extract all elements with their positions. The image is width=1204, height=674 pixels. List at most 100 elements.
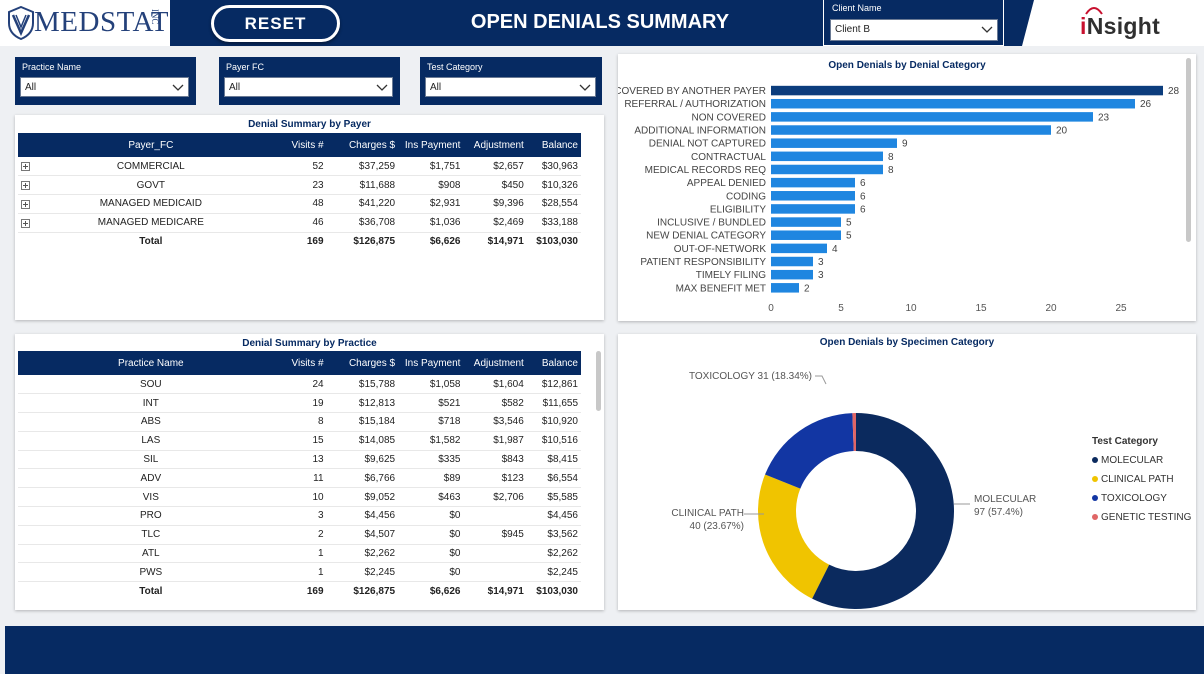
cell-value [463,544,527,564]
cell-value: $103,030 [536,585,578,597]
table-row: INT 19 $12,813 $521 $582 $11,655 [18,393,581,414]
data-label: 4 [832,244,838,255]
client-name-dropdown[interactable]: Client B [830,19,998,41]
cell-value: $30,963 [526,157,581,177]
table-header-row: Practice Name Visits # Charges $ Ins Paymen… [18,351,581,375]
cell-value: $3,562 [526,525,581,545]
table-row: ATL 1 $2,262 $0 $2,262 [18,544,581,564]
cell-value: $5,585 [526,487,581,508]
cell-value: $450 [463,175,527,196]
x-tick-label: 10 [905,303,917,314]
donut-slice-clinical-path [758,474,830,599]
row-label: VIS [18,487,284,508]
column-header[interactable]: Practice Name [18,351,284,375]
reset-button[interactable]: RESET [211,5,340,42]
practice-summary-title: Denial Summary by Practice [242,338,377,349]
data-label: 8 [888,152,894,163]
total-row: Total 169 $126,875 $6,626 $14,971 $103,030 [18,232,581,251]
practice-name-dropdown[interactable]: All [20,77,189,97]
chevron-down-icon [579,84,591,91]
slice-sublabel: 97 (57.4%) [974,507,1023,518]
table-scrollbar[interactable] [596,351,601,411]
column-header[interactable]: Visits # [283,133,327,157]
category-label: NEW DENIAL CATEGORY [646,231,766,242]
bar [771,283,799,293]
category-label: CODING [726,191,766,202]
cell-value: $718 [398,412,464,432]
table-row: PWS 1 $2,245 $0 $2,245 [18,562,581,583]
chart-scrollbar [1186,58,1191,242]
cell-value: 13 [283,450,327,470]
bar [771,204,855,214]
cell-value: $521 [398,393,464,414]
row-label-text: Total [139,236,163,248]
column-header[interactable]: Balance [526,133,581,157]
cell-value: $12,813 [326,393,399,414]
column-header[interactable]: Payer_FC [18,133,284,157]
column-header[interactable]: Ins Payment [398,133,464,157]
chevron-down-icon [172,84,184,91]
client-name-slicer: Client Name Client B [823,0,1004,46]
data-label: 6 [860,204,866,215]
payer-fc-slicer: Payer FC All [219,57,400,105]
column-header[interactable]: Charges $ [326,351,399,375]
shield-logo-icon [8,6,34,40]
cell-value: $582 [463,393,527,414]
medstat-logo: MEDSTAT INC [0,0,170,46]
data-label: 8 [888,165,894,176]
expand-plus-icon[interactable] [21,218,30,228]
test-category-slicer-label: Test Category [427,62,483,72]
category-label: MAX BENEFIT MET [676,283,766,294]
cell-value: $10,326 [526,175,581,196]
table-row: PRO 3 $4,456 $0 $4,456 [18,506,581,526]
column-header[interactable]: Adjustment [463,351,527,375]
cell-value: $123 [463,468,527,489]
table-row: ABS 8 $15,184 $718 $3,546 $10,920 [18,412,581,432]
cell-value: $2,469 [463,213,527,233]
client-name-label: Client Name [832,3,882,13]
data-label: 3 [818,257,824,268]
cell-value: $2,657 [463,157,527,177]
cell-value: $89 [398,468,464,489]
cell-value: 23 [283,175,327,196]
legend-item-clinical-path[interactable]: CLINICAL PATH [1092,470,1191,489]
legend-item-toxicology[interactable]: TOXICOLOGY [1092,489,1191,508]
cell-value: $15,788 [326,375,399,395]
cell-value: 24 [283,375,327,395]
payer-fc-value: All [229,82,241,93]
cell-value: $843 [463,450,527,470]
column-header[interactable]: Balance [526,351,581,375]
test-category-dropdown[interactable]: All [425,77,596,97]
leader-line [815,375,827,385]
cell-value: 11 [283,468,327,489]
row-label: TLC [18,525,284,545]
category-label: ADDITIONAL INFORMATION [634,126,766,137]
category-label: OUT-OF-NETWORK [674,244,767,255]
data-label: 3 [818,270,824,281]
cell-value: $37,259 [326,157,399,177]
category-label: TIMELY FILING [696,270,766,281]
legend-item-molecular[interactable]: MOLECULAR [1092,451,1191,470]
column-header[interactable]: Ins Payment [398,351,464,375]
bar [771,151,883,162]
row-label: INT [18,393,284,414]
row-label: MANAGED MEDICAID [18,194,284,214]
category-label: MEDICAL RECORDS REQ [645,165,767,176]
column-header[interactable]: Adjustment [463,133,527,157]
bar [771,230,841,240]
test-category-slicer: Test Category All [420,57,602,105]
cell-value: $2,931 [398,194,464,214]
table-row: GOVT 23 $11,688 $908 $450 $10,326 [18,175,581,196]
column-header[interactable]: Visits # [283,351,327,375]
bar [771,138,897,148]
legend-item-genetic-testing[interactable]: GENETIC TESTING [1092,508,1191,527]
practice-summary-card: Denial Summary by Practice Practice Name… [15,334,604,610]
expand-plus-icon[interactable] [21,162,30,171]
insight-logo: iNsight [1022,0,1204,46]
payer-fc-dropdown[interactable]: All [224,77,393,97]
column-header[interactable]: Charges $ [326,133,399,157]
payer-fc-slicer-label: Payer FC [226,62,265,72]
expand-plus-icon[interactable] [21,200,30,210]
cell-value: $1,582 [398,431,464,451]
expand-plus-icon[interactable] [21,181,30,191]
